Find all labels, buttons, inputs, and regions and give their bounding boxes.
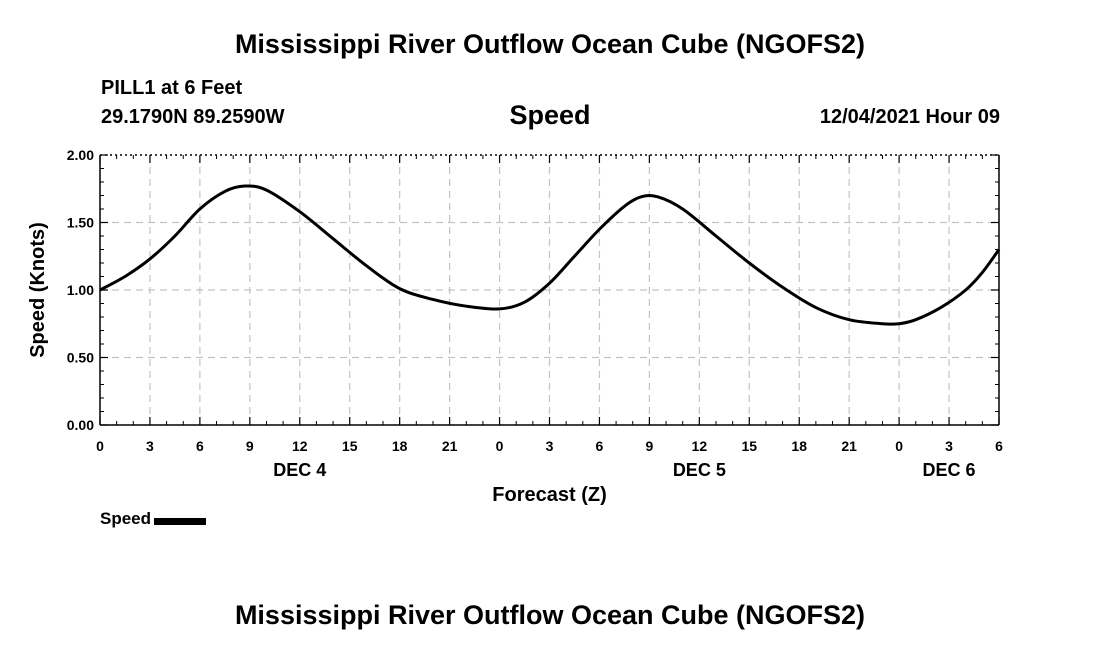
- x-tick-label: 15: [342, 438, 358, 454]
- y-tick-label: 0.00: [67, 417, 94, 433]
- x-tick-label: 21: [442, 438, 458, 454]
- x-tick-label: 12: [292, 438, 308, 454]
- x-tick-label: 9: [645, 438, 653, 454]
- legend-label: Speed: [100, 509, 152, 528]
- station-label: PILL1 at 6 Feet: [101, 77, 243, 99]
- x-tick-label: 6: [196, 438, 204, 454]
- coordinates-label: 29.1790N 89.2590W: [101, 106, 285, 128]
- x-tick-label: 6: [995, 438, 1003, 454]
- day-label: DEC 5: [673, 460, 726, 480]
- x-tick-label: 9: [246, 438, 254, 454]
- series-line-speed: [99, 184, 1001, 326]
- y-axis-title: Speed (Knots): [27, 222, 49, 358]
- legend-swatch: [154, 517, 207, 525]
- x-tick-label: 3: [146, 438, 154, 454]
- y-tick-label: 2.00: [67, 147, 94, 163]
- x-tick-label: 18: [791, 438, 807, 454]
- legend: Speed: [100, 509, 207, 529]
- x-tick-label: 12: [692, 438, 708, 454]
- day-label: DEC 4: [273, 460, 326, 480]
- x-tick-label: 0: [96, 438, 104, 454]
- y-tick-label: 1.00: [67, 282, 94, 298]
- x-tick-label: 0: [895, 438, 903, 454]
- y-tick-label: 0.50: [67, 350, 94, 366]
- x-tick-label: 3: [945, 438, 953, 454]
- datetime-label: 12/04/2021 Hour 09: [819, 106, 1000, 128]
- x-axis-title: Forecast (Z): [492, 484, 606, 506]
- chart-title: Mississippi River Outflow Ocean Cube (NG…: [234, 29, 866, 59]
- x-tick-label: 18: [392, 438, 408, 454]
- x-tick-label: 6: [596, 438, 604, 454]
- y-tick-label: 1.50: [67, 215, 94, 231]
- x-tick-label: 21: [841, 438, 857, 454]
- plot-subtitle: Speed: [509, 100, 591, 130]
- x-tick-label: 3: [546, 438, 554, 454]
- x-tick-label: 15: [741, 438, 757, 454]
- x-tick-label: 0: [496, 438, 504, 454]
- day-label: DEC 6: [923, 460, 976, 480]
- bottom-chart-title: Mississippi River Outflow Ocean Cube (NG…: [234, 600, 866, 630]
